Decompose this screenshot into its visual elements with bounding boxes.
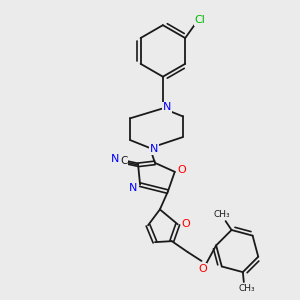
Text: N: N [129,183,137,193]
Text: N: N [150,144,158,154]
Text: N: N [111,154,119,164]
Text: Cl: Cl [195,15,206,25]
Text: O: O [177,165,186,175]
Text: O: O [181,219,190,229]
Text: C: C [121,156,128,166]
Text: N: N [163,102,171,112]
Text: CH₃: CH₃ [238,284,255,293]
Text: CH₃: CH₃ [213,210,230,219]
Text: O: O [198,264,207,274]
